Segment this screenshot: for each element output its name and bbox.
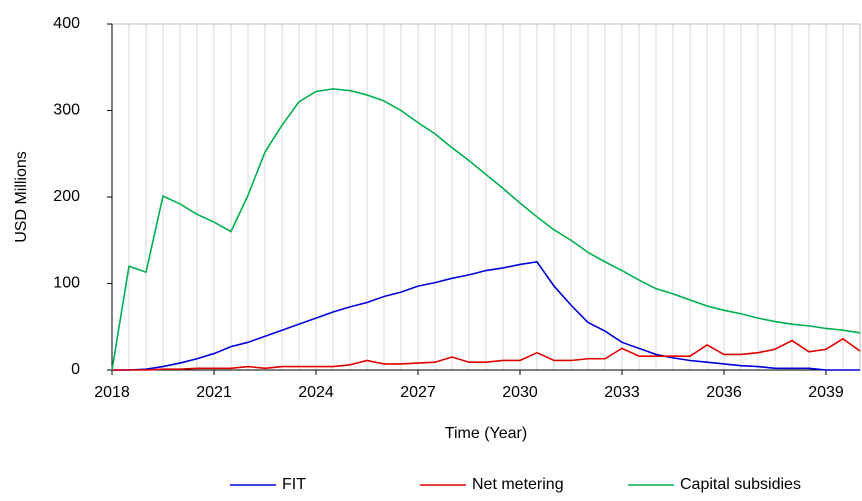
line-series (112, 337, 861, 371)
legend-label: Net metering (472, 476, 564, 493)
legend-label: FIT (282, 476, 306, 493)
line-series (112, 261, 860, 371)
line-series (111, 88, 861, 371)
x-tick-label: 2018 (94, 384, 130, 401)
legend-label: Capital subsidies (680, 476, 801, 493)
x-tick-label: 2027 (400, 384, 436, 401)
y-tick-label: 100 (53, 275, 80, 292)
x-axis-title: Time (Year) (445, 425, 527, 442)
x-tick-label: 2033 (604, 384, 640, 401)
y-axis-title: USD Millions (13, 151, 30, 243)
y-tick-label: 200 (53, 188, 80, 205)
x-tick-label: 2024 (298, 384, 334, 401)
y-tick-label: 400 (53, 15, 80, 32)
x-tick-label: 2021 (196, 384, 232, 401)
x-tick-label: 2030 (502, 384, 538, 401)
x-tick-label: 2036 (706, 384, 742, 401)
x-tick-label: 2039 (808, 384, 844, 401)
y-tick-label: 0 (71, 361, 80, 378)
y-tick-label: 300 (53, 102, 80, 119)
